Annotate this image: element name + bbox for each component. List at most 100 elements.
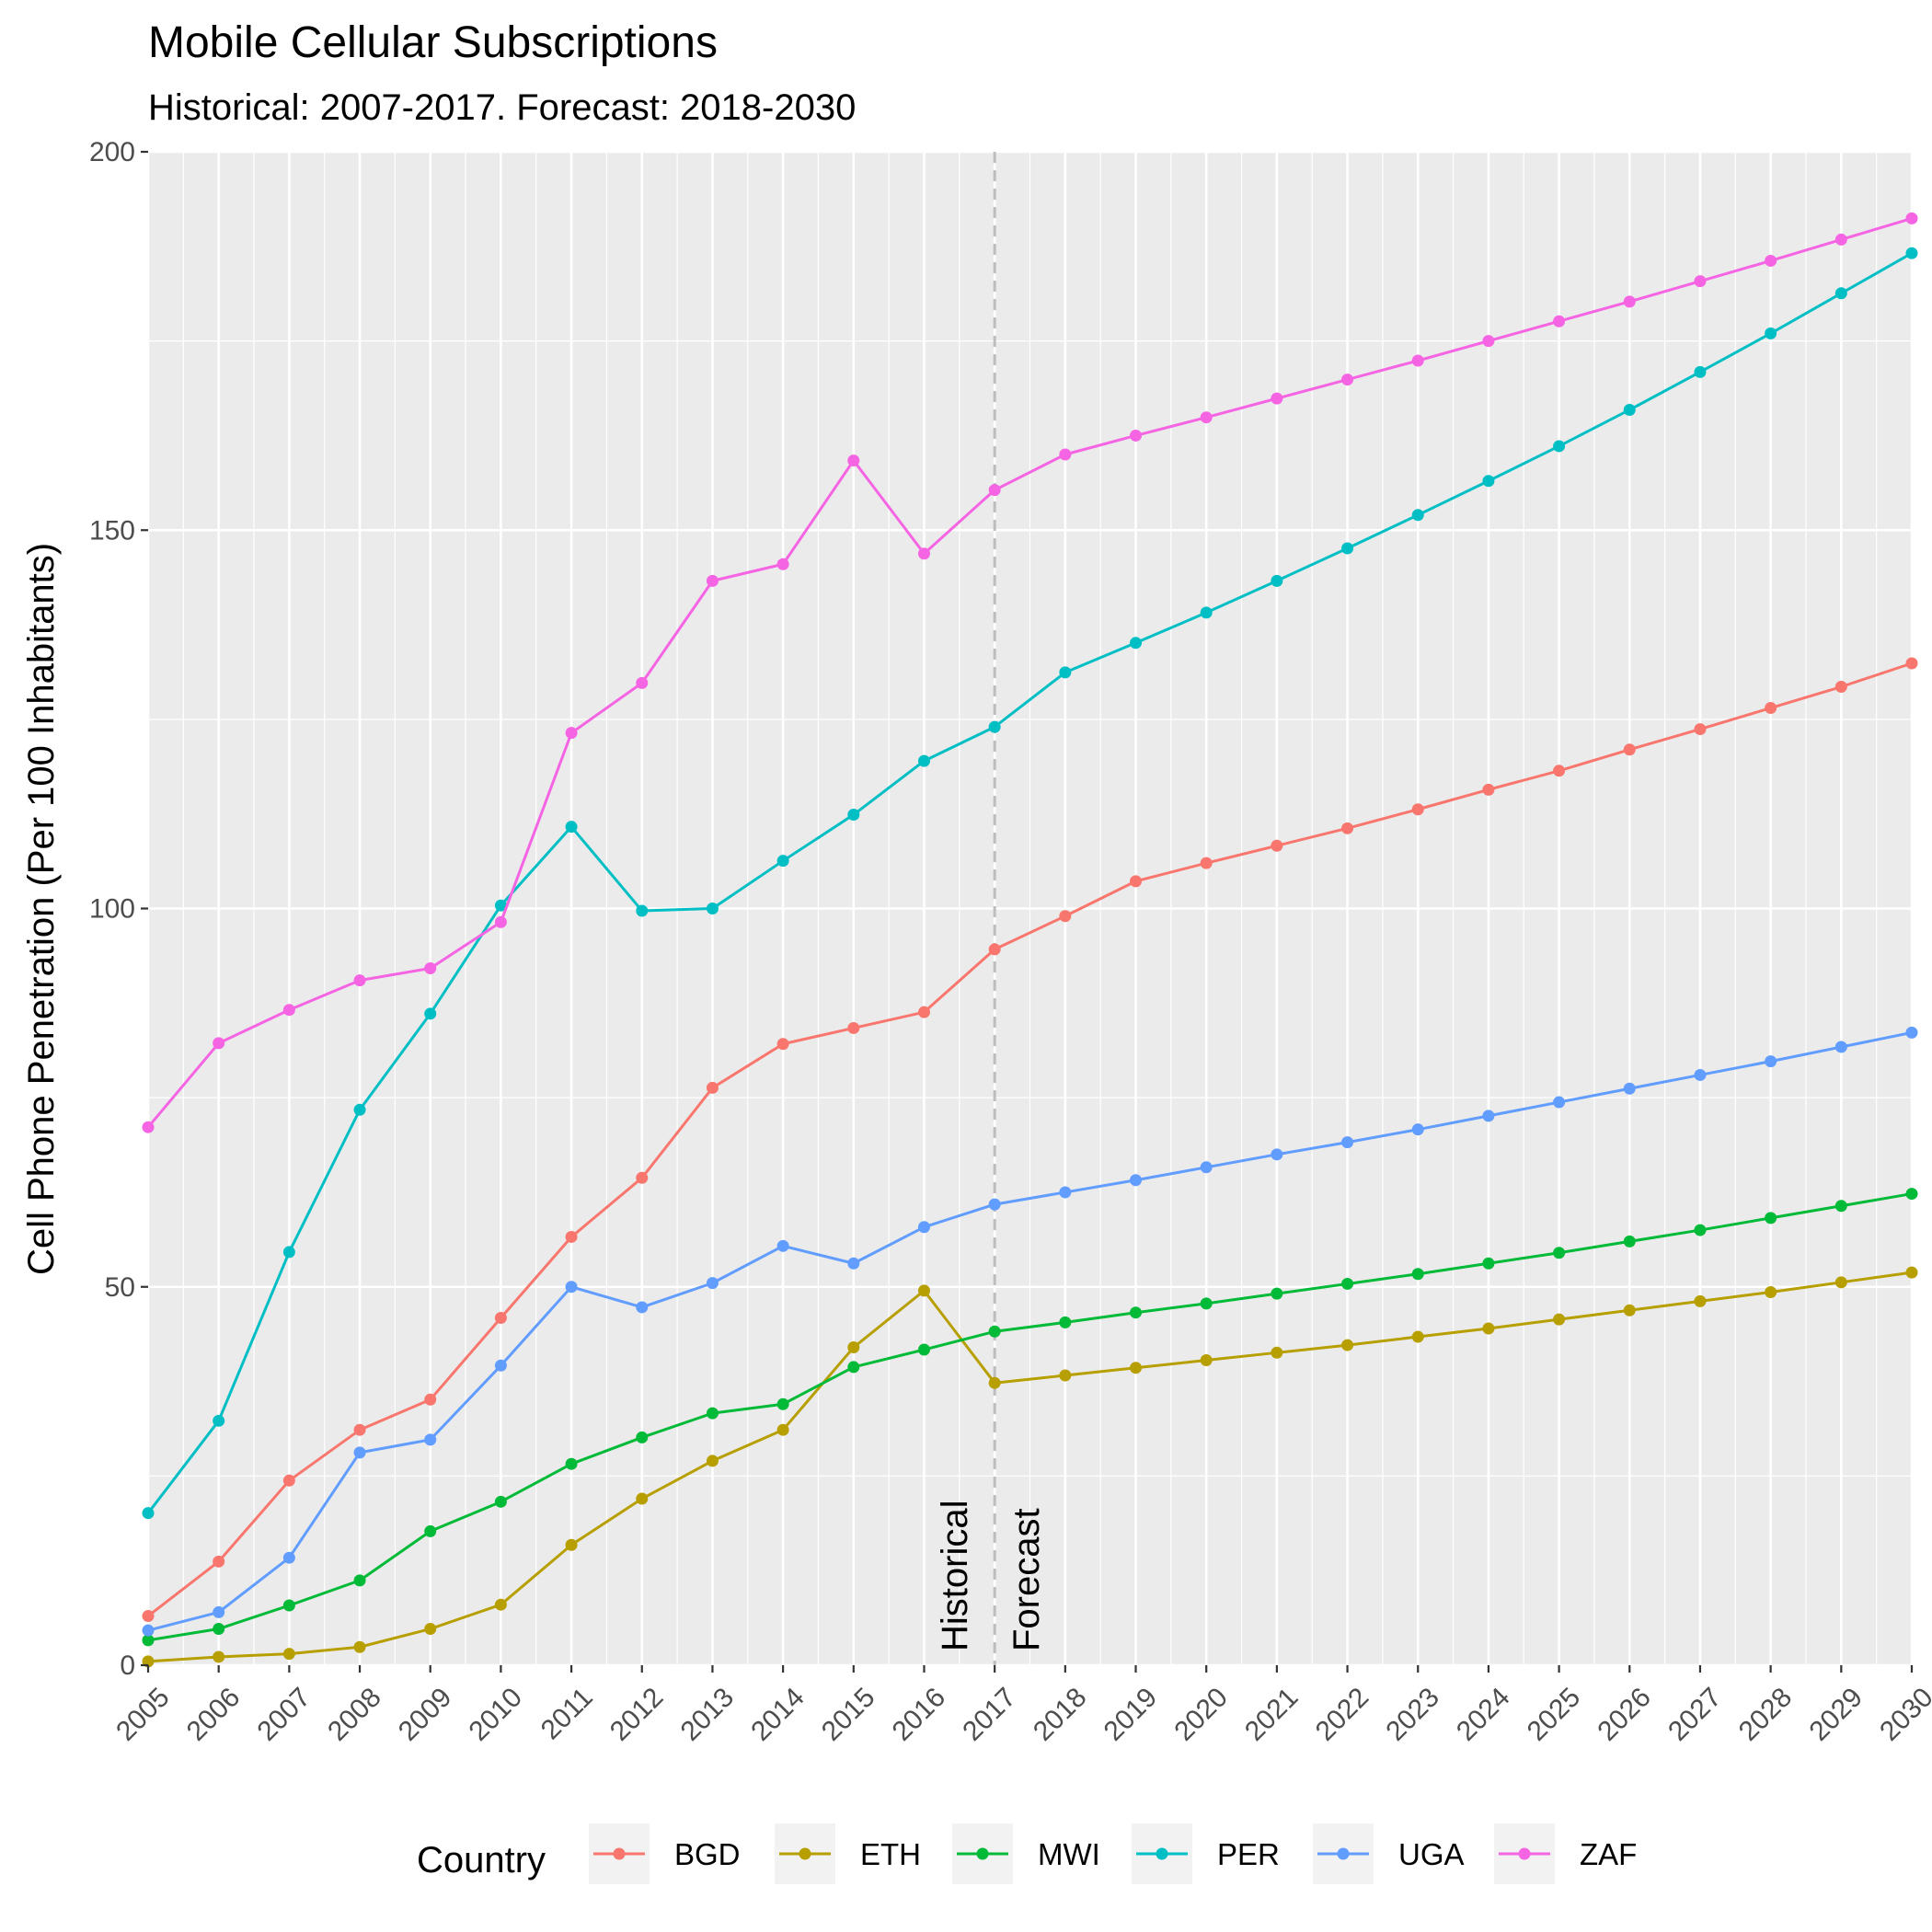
series-line-mwi bbox=[147, 1192, 1913, 1642]
data-point-zaf bbox=[1694, 275, 1707, 288]
data-point-per bbox=[917, 754, 930, 767]
x-tick-label: 2012 bbox=[604, 1682, 670, 1747]
data-point-per bbox=[776, 855, 789, 868]
data-point-mwi bbox=[1411, 1268, 1424, 1281]
data-point-bgd bbox=[1059, 910, 1072, 923]
data-point-zaf bbox=[1553, 315, 1566, 328]
data-point-bgd bbox=[706, 1081, 719, 1094]
data-point-uga bbox=[1130, 1174, 1143, 1187]
data-point-mwi bbox=[353, 1574, 366, 1587]
legend-key-point bbox=[1156, 1847, 1168, 1860]
x-tick-label: 2024 bbox=[1451, 1682, 1516, 1747]
legend-label: PER bbox=[1217, 1837, 1280, 1871]
x-tick-label: 2011 bbox=[535, 1682, 599, 1745]
data-point-eth bbox=[282, 1648, 295, 1661]
data-point-per bbox=[282, 1246, 295, 1259]
data-point-zaf bbox=[494, 915, 507, 928]
x-tick-label: 2026 bbox=[1592, 1682, 1657, 1747]
series-line-uga bbox=[147, 1030, 1913, 1632]
series-uga bbox=[142, 1026, 1918, 1637]
data-point-uga bbox=[142, 1624, 155, 1637]
data-point-mwi bbox=[636, 1431, 649, 1443]
data-point-eth bbox=[1271, 1346, 1283, 1359]
data-point-uga bbox=[1623, 1082, 1636, 1095]
data-point-uga bbox=[706, 1277, 719, 1290]
data-point-per bbox=[1482, 475, 1495, 488]
data-point-eth bbox=[1694, 1294, 1707, 1307]
data-point-zaf bbox=[917, 547, 930, 560]
data-point-per bbox=[1059, 666, 1072, 679]
data-point-eth bbox=[1623, 1304, 1636, 1317]
x-tick-label: 2013 bbox=[675, 1682, 741, 1747]
annotation-layer: Historical Forecast bbox=[935, 1501, 1047, 1651]
x-tick-label: 2027 bbox=[1662, 1682, 1728, 1747]
data-point-mwi bbox=[424, 1524, 437, 1537]
data-point-eth bbox=[988, 1376, 1001, 1389]
legend-item-uga: UGA bbox=[1313, 1823, 1465, 1884]
data-point-mwi bbox=[917, 1343, 930, 1356]
x-tick-label: 2005 bbox=[110, 1682, 176, 1747]
data-point-eth bbox=[494, 1598, 507, 1611]
data-point-eth bbox=[706, 1455, 719, 1467]
data-point-uga bbox=[988, 1198, 1001, 1211]
data-point-mwi bbox=[988, 1325, 1001, 1338]
data-point-mwi bbox=[282, 1599, 295, 1612]
data-point-zaf bbox=[1482, 335, 1495, 348]
data-point-eth bbox=[1482, 1322, 1495, 1335]
data-point-mwi bbox=[1765, 1212, 1777, 1225]
chart-title: Mobile Cellular Subscriptions bbox=[148, 18, 718, 67]
data-point-per bbox=[142, 1507, 155, 1520]
data-point-zaf bbox=[776, 558, 789, 570]
data-point-per bbox=[1200, 606, 1213, 619]
data-point-bgd bbox=[1482, 783, 1495, 796]
x-tick-label: 2028 bbox=[1733, 1682, 1799, 1747]
legend-label: ZAF bbox=[1580, 1837, 1637, 1871]
legend-item-bgd: BGD bbox=[589, 1823, 741, 1884]
data-point-per bbox=[1411, 509, 1424, 522]
data-point-bgd bbox=[1271, 839, 1283, 852]
data-point-eth bbox=[1553, 1313, 1566, 1326]
legend-key-point bbox=[1518, 1847, 1531, 1860]
data-point-uga bbox=[353, 1446, 366, 1459]
data-point-zaf bbox=[1200, 411, 1213, 424]
data-point-per bbox=[565, 821, 578, 834]
data-point-bgd bbox=[1905, 657, 1918, 670]
data-point-bgd bbox=[1553, 765, 1566, 777]
data-point-uga bbox=[636, 1301, 649, 1314]
data-point-zaf bbox=[353, 974, 366, 987]
data-point-bgd bbox=[142, 1610, 155, 1623]
x-tick-label: 2020 bbox=[1168, 1682, 1234, 1747]
data-point-uga bbox=[1482, 1110, 1495, 1122]
data-point-eth bbox=[917, 1284, 930, 1297]
legend-item-eth: ETH bbox=[775, 1823, 921, 1884]
data-point-eth bbox=[1905, 1266, 1918, 1279]
data-point-zaf bbox=[1765, 254, 1777, 267]
legend-key-point bbox=[976, 1847, 989, 1860]
data-point-per bbox=[213, 1414, 225, 1427]
data-point-eth bbox=[1341, 1339, 1354, 1351]
data-point-per bbox=[706, 903, 719, 914]
data-point-bgd bbox=[494, 1311, 507, 1324]
data-point-eth bbox=[847, 1341, 860, 1354]
data-point-per bbox=[494, 899, 507, 912]
data-point-per bbox=[1130, 637, 1143, 650]
data-point-bgd bbox=[1341, 822, 1354, 834]
data-point-per bbox=[424, 1007, 437, 1020]
x-tick-label: 2015 bbox=[816, 1682, 881, 1747]
data-point-bgd bbox=[1411, 803, 1424, 816]
data-point-eth bbox=[1130, 1362, 1143, 1374]
data-point-zaf bbox=[1905, 212, 1918, 224]
legend-item-zaf: ZAF bbox=[1494, 1823, 1637, 1884]
data-point-uga bbox=[213, 1605, 225, 1618]
data-point-uga bbox=[1271, 1148, 1283, 1161]
data-point-zaf bbox=[213, 1037, 225, 1050]
data-point-zaf bbox=[282, 1004, 295, 1017]
data-point-mwi bbox=[213, 1623, 225, 1636]
data-point-uga bbox=[424, 1433, 437, 1446]
series-line-per bbox=[146, 251, 1913, 1514]
data-point-bgd bbox=[213, 1555, 225, 1568]
data-point-bgd bbox=[282, 1474, 295, 1487]
annotation-forecast: Forecast bbox=[1006, 1508, 1047, 1651]
data-point-zaf bbox=[142, 1121, 155, 1133]
